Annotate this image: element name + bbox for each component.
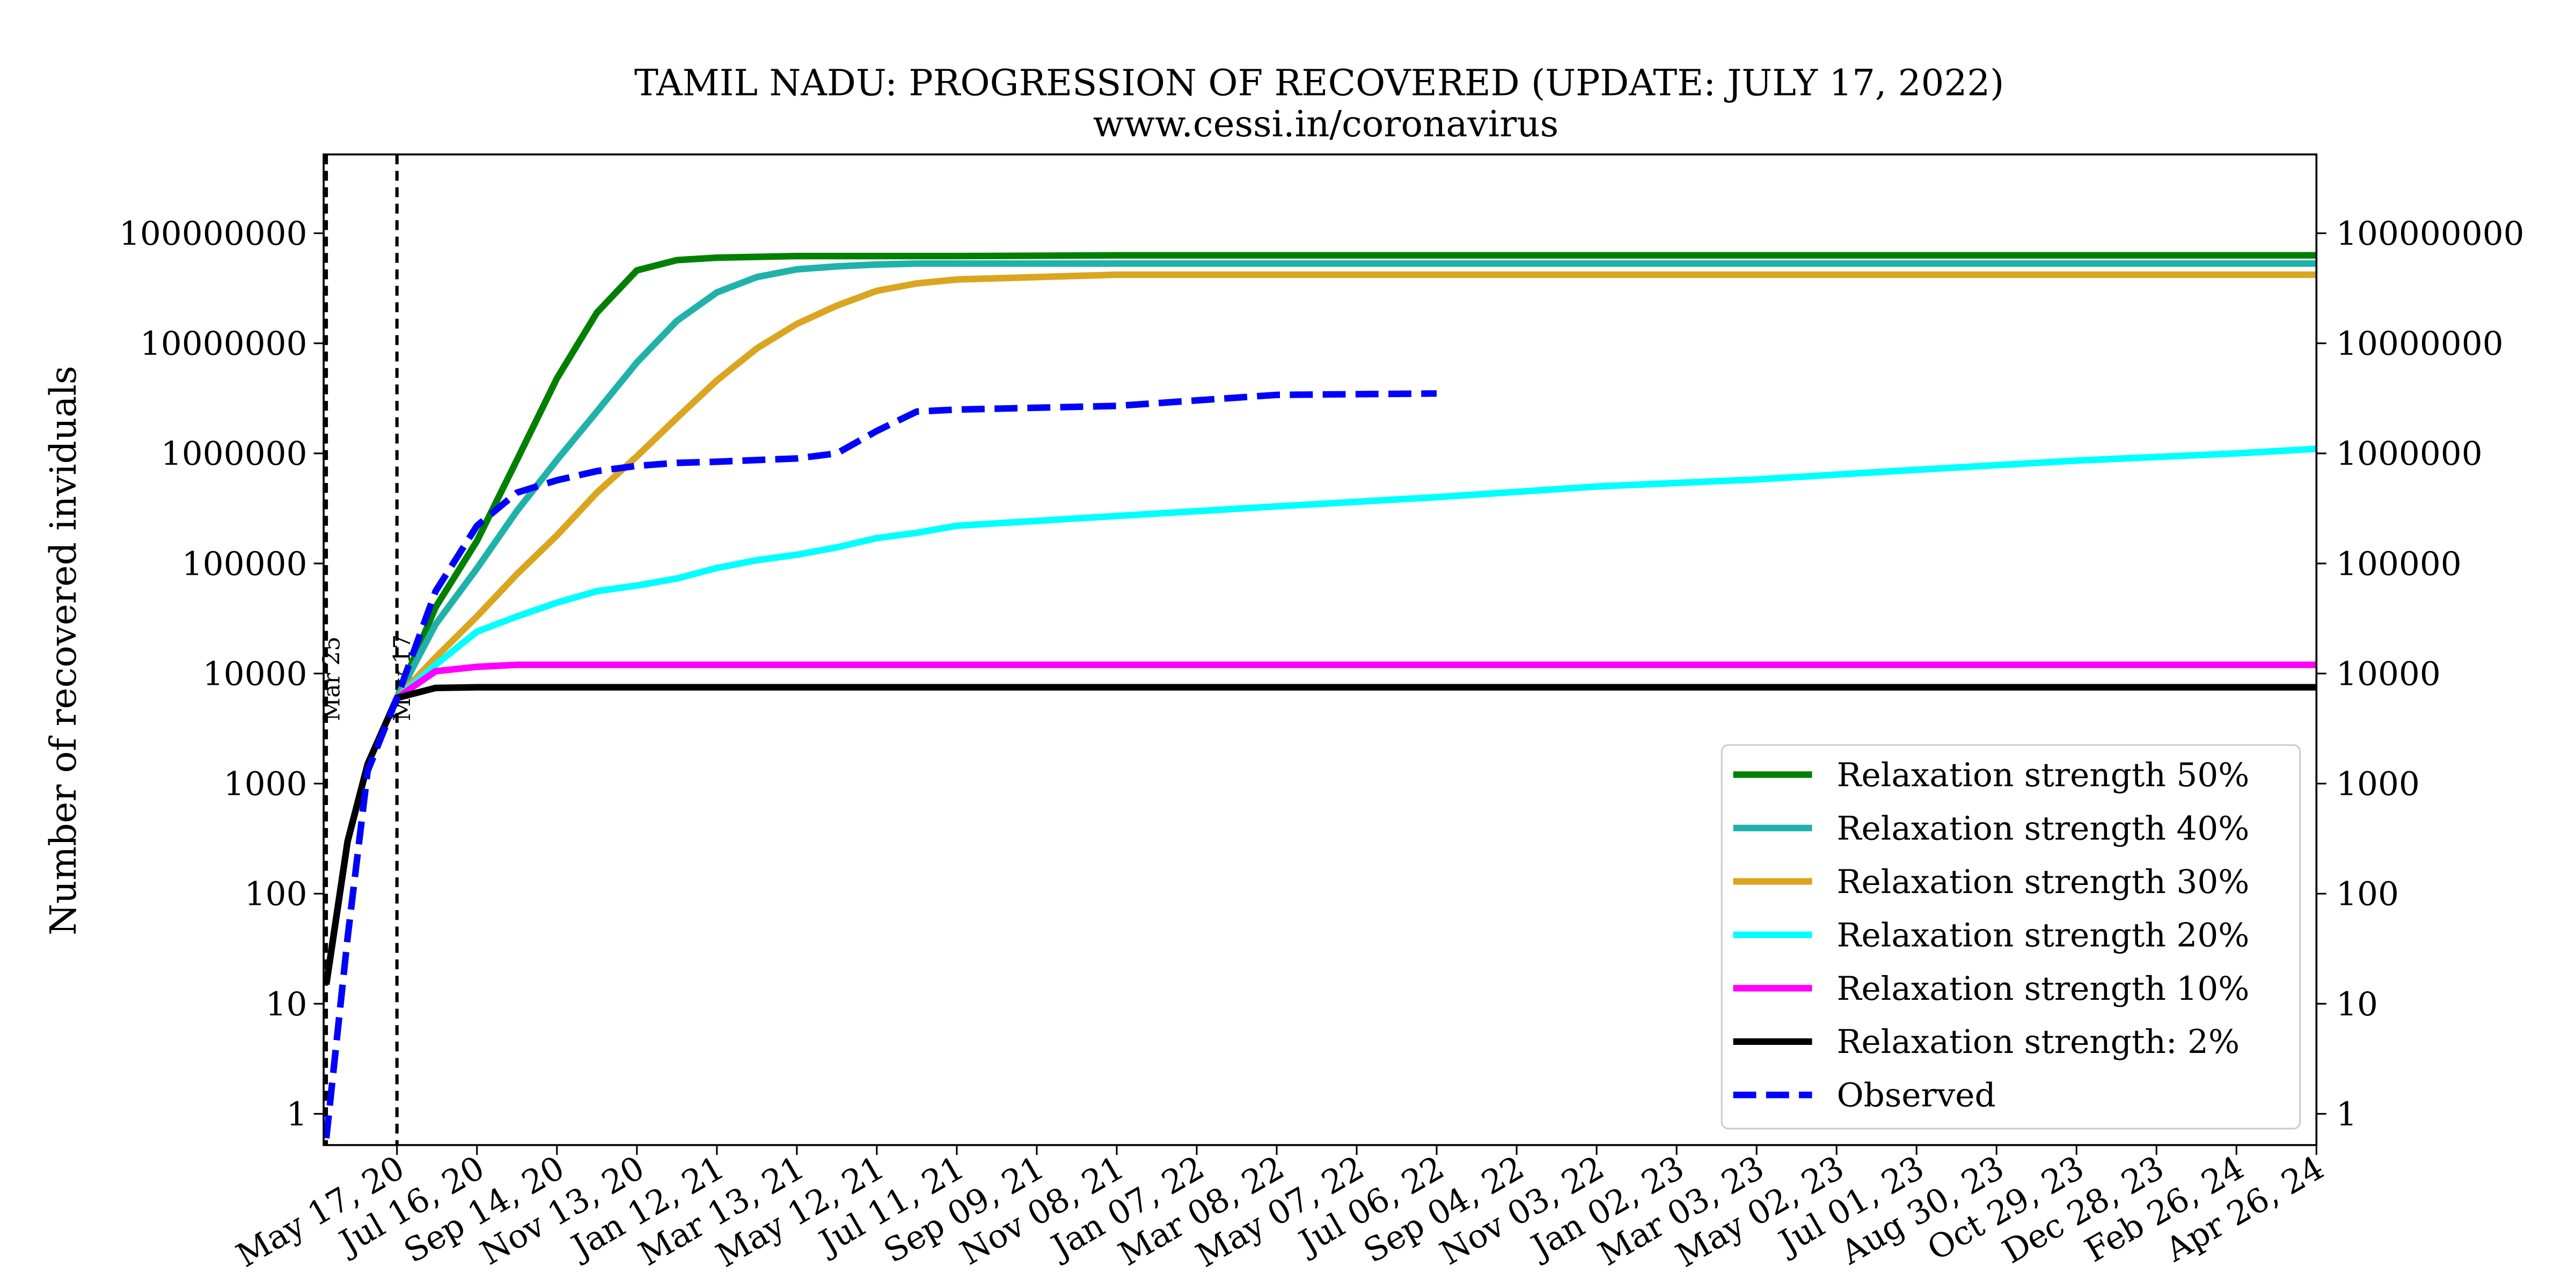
series-line: [324, 661, 2317, 985]
y-tick-label: 10000: [203, 655, 308, 693]
y-tick-label: 1: [286, 1095, 307, 1133]
y-tick-label: 100000000: [119, 215, 308, 253]
legend-label: Relaxation strength 10%: [1836, 970, 2249, 1008]
y2-tick-label: 1: [2336, 1095, 2357, 1133]
series-line: [324, 260, 2317, 985]
y2-tick-label: 10000: [2336, 655, 2441, 693]
annotation-label: Mar 25: [319, 636, 346, 721]
series-line: [324, 252, 2317, 985]
legend-label: Relaxation strength 20%: [1836, 916, 2249, 954]
legend-label: Relaxation strength 40%: [1836, 809, 2249, 847]
y-tick-label: 10000000: [140, 325, 308, 363]
legend-label: Observed: [1836, 1077, 1995, 1115]
legend-label: Relaxation strength 30%: [1836, 863, 2249, 901]
y2-tick-label: 10000000: [2336, 325, 2504, 363]
legend-label: Relaxation strength: 2%: [1836, 1023, 2240, 1061]
y-tick-label: 10: [266, 985, 308, 1023]
legend-label: Relaxation strength 50%: [1836, 756, 2249, 794]
y2-tick-label: 100000: [2336, 545, 2462, 583]
y-tick-label: 1000: [224, 765, 308, 803]
y-tick-label: 100: [245, 875, 308, 913]
chart-subtitle: www.cessi.in/coronavirus: [1093, 103, 1559, 145]
y-tick-label: 1000000: [161, 435, 308, 473]
y-axis-label: Number of recovered inviduals: [42, 366, 84, 935]
y2-tick-label: 100: [2336, 875, 2399, 913]
legend: [1721, 744, 2301, 1130]
plot-area: [324, 252, 2317, 1139]
y2-tick-label: 1000000: [2336, 435, 2483, 473]
series-line: [324, 445, 2317, 985]
chart-title: TAMIL NADU: PROGRESSION OF RECOVERED (UP…: [634, 62, 2004, 104]
y-tick-label: 100000: [182, 545, 308, 583]
series-line: [324, 271, 2317, 985]
y2-tick-label: 100000000: [2336, 215, 2524, 253]
plot-frame: [323, 153, 2318, 1146]
y2-tick-label: 1000: [2336, 765, 2420, 803]
y2-tick-label: 10: [2336, 985, 2378, 1023]
series-line: [324, 684, 2317, 985]
series-line: [324, 390, 1437, 1139]
